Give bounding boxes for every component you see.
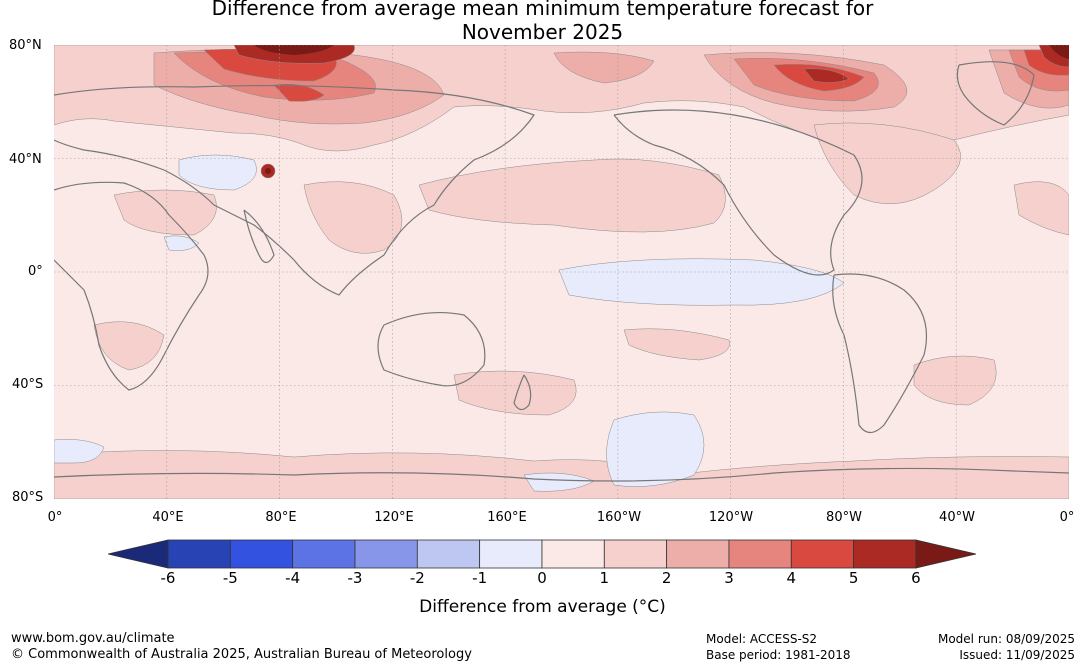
colorbar-svg — [107, 539, 977, 569]
colorbar-arrow-high — [915, 539, 977, 569]
colorbar-tick-label: -2 — [409, 569, 425, 587]
region-beaufort-2 — [553, 51, 655, 84]
region-north-atlantic — [1013, 181, 1069, 236]
region-indian-ocean-south — [54, 439, 105, 464]
colorbar-tick-label: -4 — [285, 569, 301, 587]
lon-label-40e: 40°E — [152, 510, 184, 525]
map-title: Difference from average mean minimum tem… — [0, 0, 1085, 44]
anomaly-regions-above-6 — [254, 45, 1069, 174]
region-tasman — [453, 370, 577, 416]
colorbar-tick-label: -1 — [472, 569, 488, 587]
colorbar-cell — [479, 539, 543, 569]
footer-model: Model: ACCESS-S2 — [706, 632, 818, 646]
region-south-atlantic — [913, 355, 997, 406]
region-tibet-core — [265, 168, 271, 174]
colorbar-tick-label: 1 — [599, 569, 610, 587]
colorbar — [107, 539, 978, 573]
colorbar-title: Difference from average (°C) — [419, 597, 666, 617]
colorbar-tick-label: 5 — [848, 569, 859, 587]
colorbar-tick-label: 6 — [911, 569, 921, 587]
region-china — [303, 181, 403, 254]
lon-label-120w: 120°W — [708, 510, 754, 525]
colorbar-cell — [416, 539, 481, 569]
coastlines — [54, 61, 1069, 482]
anomaly-map — [54, 45, 1069, 499]
colorbar-cell — [790, 539, 855, 569]
lon-label-80e: 80°E — [265, 510, 297, 525]
region-south-africa — [93, 321, 165, 371]
footer-website: www.bom.gov.au/climate — [11, 631, 175, 646]
region-south-pacific — [623, 328, 730, 361]
colorbar-cell — [541, 539, 605, 569]
coast-north-america — [613, 109, 863, 276]
footer-copyright: © Commonwealth of Australia 2025, Austra… — [11, 647, 472, 662]
coast-south-america — [832, 273, 928, 434]
colorbar-tick-label: -3 — [347, 569, 363, 587]
colorbar-cell — [666, 539, 730, 569]
region-central-asia — [178, 154, 257, 191]
footer-model-run: Model run: 08/09/2025 — [937, 632, 1075, 646]
region-greenland-6 — [1049, 45, 1069, 59]
colorbar-arrow-low — [107, 539, 169, 569]
lon-label-120e: 120°E — [374, 510, 414, 525]
lon-label-160w: 160°W — [596, 510, 642, 525]
lat-label-80s: 80°S — [12, 490, 44, 505]
colorbar-tick-label: -6 — [160, 569, 176, 587]
colorbar-cell — [167, 539, 231, 569]
lat-label-40n: 40°N — [9, 152, 42, 167]
region-equatorial-pacific — [558, 258, 845, 306]
lon-label-160e: 160°E — [487, 510, 527, 525]
colorbar-tick-label: 2 — [661, 569, 672, 587]
coast-antarctica — [54, 467, 1069, 482]
gridlines — [54, 45, 1069, 499]
region-north-africa — [113, 189, 217, 236]
coast-eurasia — [54, 84, 535, 296]
lon-label-0-right: 0° — [1059, 510, 1075, 525]
lat-label-80n: 80°N — [9, 38, 42, 53]
region-southern-ocean — [606, 411, 705, 487]
lon-label-40w: 40°W — [939, 510, 975, 525]
region-siberia-6 — [254, 45, 334, 55]
coast-africa — [54, 181, 209, 391]
colorbar-cell — [853, 539, 917, 569]
colorbar-cell — [354, 539, 418, 569]
colorbar-cell — [603, 539, 668, 569]
coast-australia — [377, 311, 486, 387]
colorbar-tick-label: 0 — [537, 569, 547, 587]
colorbar-cell — [728, 539, 792, 569]
map-svg — [54, 45, 1069, 499]
region-north-pacific — [418, 158, 726, 233]
colorbar-cell — [292, 539, 356, 569]
lon-label-80w: 80°W — [826, 510, 862, 525]
region-taimyr-4 — [273, 83, 325, 102]
coast-india — [243, 209, 275, 264]
title-line-1: Difference from average mean minimum tem… — [211, 0, 874, 20]
colorbar-tick-label: -5 — [222, 569, 238, 587]
anomaly-regions-minus1-0 — [54, 154, 845, 492]
lon-label-0-left: 0° — [47, 510, 63, 525]
colorbar-tick-label: 3 — [724, 569, 734, 587]
region-canada-5 — [803, 68, 850, 83]
footer-issued: Issued: 11/09/2025 — [959, 648, 1075, 662]
region-arabian — [163, 235, 200, 251]
coast-greenland — [956, 61, 1035, 126]
lat-label-40s: 40°S — [12, 377, 44, 392]
colorbar-tick-label: 4 — [786, 569, 797, 587]
coast-new-zealand — [513, 374, 532, 411]
region-north-america — [813, 122, 961, 205]
title-line-2: November 2025 — [461, 20, 624, 44]
lat-label-equator: 0° — [28, 264, 43, 279]
footer-base-period: Base period: 1981-2018 — [706, 648, 851, 662]
colorbar-cell — [229, 539, 294, 569]
